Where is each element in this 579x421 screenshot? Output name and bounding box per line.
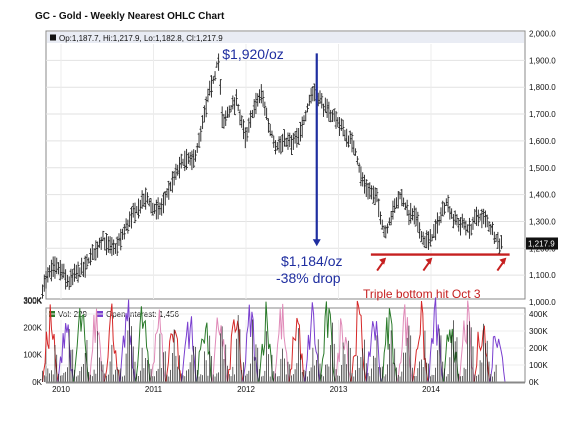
price-tick-label: 1,800.0 <box>529 83 556 92</box>
volume-bars <box>42 297 525 383</box>
bottom-arrow-head <box>499 257 507 265</box>
volume-panel: Vol: 229 Open Interest: 1,456 0K100K200K… <box>23 296 548 387</box>
x-tick-label: 2011 <box>145 385 163 394</box>
volume-top-label: 300K <box>23 297 42 306</box>
open-interest-curve <box>458 300 475 383</box>
price-tick-label: 1,300.0 <box>529 217 556 226</box>
open-interest-curve <box>211 317 228 383</box>
open-interest-curve <box>442 328 460 383</box>
x-axis: 2010 2011 2012 2013 2014 <box>46 382 525 394</box>
ohlc-readout: Op:1,187.7, Hi:1,217.9, Lo:1,182.8, Cl:1… <box>59 34 223 43</box>
x-tick-label: 2014 <box>422 385 440 394</box>
price-tick-label: 1,600.0 <box>529 137 556 146</box>
open-interest-curve <box>350 300 367 383</box>
price-tick-label: 2,000.0 <box>529 30 556 39</box>
drop-percent-annotation: -38% drop <box>276 270 341 286</box>
x-tick-label: 2013 <box>330 385 348 394</box>
open-interest-curve <box>489 335 506 383</box>
bottom-arrow-head <box>425 257 433 265</box>
annotations: $1,920/oz $1,184/oz-38% drop Triple bottom… <box>222 46 510 301</box>
last-value-marker: 1,217.9 <box>526 237 558 250</box>
open-interest-curve <box>288 317 306 383</box>
oi-tick-label: 0K <box>529 378 539 387</box>
current-price-annotation: $1,184/oz <box>281 253 343 269</box>
price-grid <box>46 44 525 299</box>
x-tick-label: 2010 <box>52 385 70 394</box>
ohlc-readout-bar <box>47 32 524 43</box>
open-interest-curve <box>396 304 413 383</box>
open-interest-curve <box>88 308 105 383</box>
open-interest-curve <box>304 302 321 383</box>
price-tick-label: 1,900.0 <box>529 56 556 65</box>
open-interest-curve <box>273 303 290 383</box>
chart-title: GC - Gold - Weekly Nearest OHLC Chart <box>35 11 225 22</box>
oi-tick-label: 100K <box>529 361 548 370</box>
price-bars <box>41 53 503 299</box>
x-tick-label: 2012 <box>237 385 255 394</box>
open-interest-curve <box>365 321 383 383</box>
price-axis: 1,000.01,100.01,200.01,300.01,400.01,500… <box>529 30 556 308</box>
price-panel: Op:1,187.7, Hi:1,217.9, Lo:1,182.8, Cl:1… <box>41 30 558 308</box>
open-interest-curve <box>119 299 136 383</box>
oi-tick-label: 300K <box>529 327 548 336</box>
drop-arrow-head <box>312 239 321 247</box>
price-tick-label: 1,000.0 <box>529 298 556 307</box>
volume-tick-label: 0K <box>32 378 42 387</box>
price-tick-label: 1,500.0 <box>529 164 556 173</box>
last-value-label: 1,217.9 <box>528 239 555 248</box>
price-tick-label: 1,100.0 <box>529 271 556 280</box>
price-tick-label: 1,700.0 <box>529 110 556 119</box>
open-interest-curve <box>257 301 275 383</box>
oi-tick-label: 200K <box>529 344 548 353</box>
volume-tick-label: 100K <box>23 351 42 360</box>
bottom-arrow-head <box>379 257 387 265</box>
last-value-box <box>526 237 558 250</box>
ohlc-readout-marker <box>50 34 56 41</box>
price-tick-label: 1,400.0 <box>529 191 556 200</box>
support-annotation: Triple bottom hit Oct 3 <box>363 287 481 301</box>
open-interest-curve <box>180 316 198 383</box>
open-interest-curve <box>72 308 90 383</box>
oi-tick-label: 400K <box>529 310 548 319</box>
open-interest-curve <box>134 306 151 383</box>
open-interest-curve <box>165 330 182 383</box>
volume-tick-label: 200K <box>23 323 42 332</box>
volume-tick-label: 300K <box>23 296 42 305</box>
peak-annotation: $1,920/oz <box>222 46 284 62</box>
